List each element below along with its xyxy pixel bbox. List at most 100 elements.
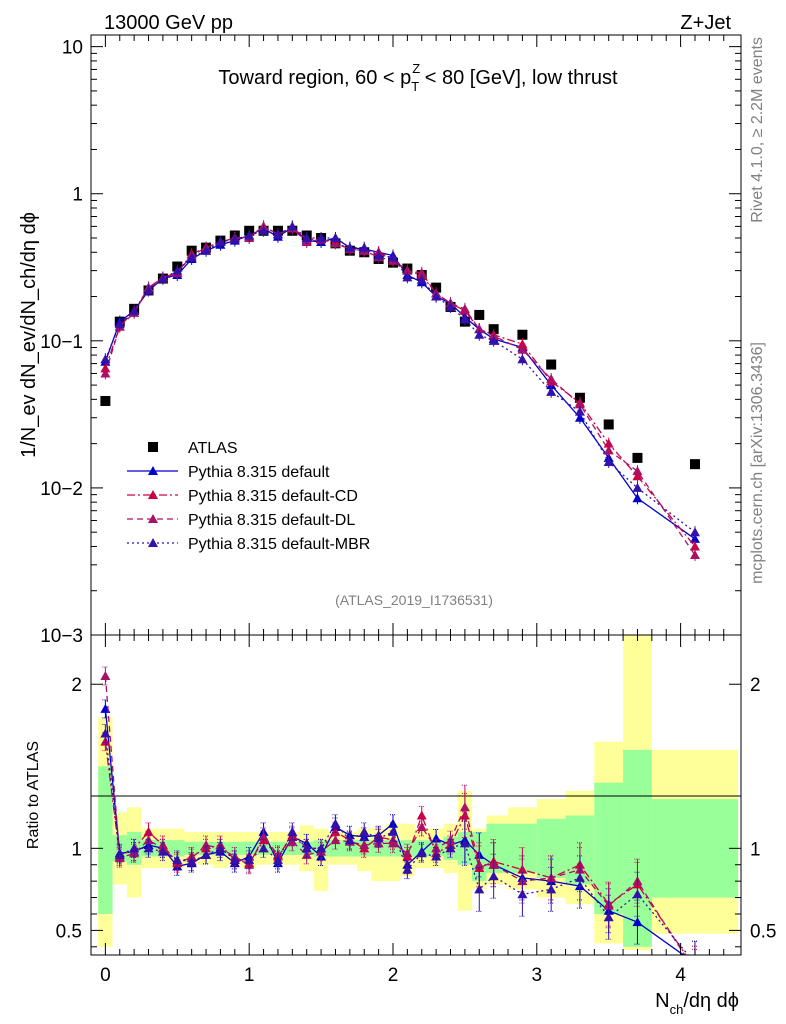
mc-data-point [402, 265, 413, 275]
ratio-data-point [690, 966, 700, 975]
mc-data-point [316, 233, 327, 243]
mc-data-point [416, 274, 427, 284]
ratio-x-tick-label: 3 [532, 965, 543, 986]
mc-data-point [459, 314, 470, 324]
atlas-data-point [546, 359, 557, 370]
mc-data-point [100, 354, 111, 364]
main-y-tick-label: 10 [62, 38, 83, 59]
ratio-data-point [690, 958, 700, 967]
atlas-data-point [632, 452, 643, 463]
legend-label: Pythia 8.315 default [188, 464, 330, 481]
main-series [100, 220, 700, 561]
title-sub: T [411, 79, 419, 94]
legend-marker [148, 514, 158, 523]
ratio-series-line-2 [104, 675, 686, 955]
ratio-data-point [359, 826, 370, 836]
ratio-data-point [387, 838, 398, 848]
ratio-data-point [402, 848, 413, 858]
atlas-data-point [100, 395, 111, 406]
mc-data-point [373, 250, 384, 260]
main-ticks: 10 1 10−1 10−2 10−3 [40, 35, 741, 647]
ratio-data-point [359, 840, 370, 850]
mc-data-point [172, 265, 183, 275]
ratio-data-point [186, 856, 197, 866]
mc-data-point [258, 225, 269, 235]
mc-data-point [215, 236, 226, 246]
ratio-data-point [546, 884, 557, 894]
ratio-data-point [474, 859, 485, 869]
ratio-frame [90, 634, 742, 956]
main-panel: 10 1 10−1 10−2 10−3 Toward region, 60 < pZ T … [18, 34, 742, 647]
title-post: < 80 [GeV], low thrust [419, 67, 618, 89]
legend-marker [148, 490, 158, 499]
mc-data-point [517, 339, 528, 349]
mc-data-point [603, 457, 614, 467]
ratio-data-point [172, 854, 183, 864]
ratio-data-point [258, 831, 269, 841]
atlas-data-point [474, 309, 485, 320]
xlabel-post: /dη dϕ [683, 990, 739, 1012]
ratio-y-tick-label-right: 1 [750, 839, 761, 860]
ratio-data-point [229, 854, 240, 864]
mc-data-point [402, 272, 413, 282]
mc-data-point [632, 466, 643, 476]
mc-data-point [143, 285, 154, 295]
energy-label: 13000 GeV pp [104, 12, 233, 34]
mcplots-label: mcplots.cern.ch [arXiv:1306.3436] [749, 342, 766, 584]
ratio-data-point [474, 884, 485, 894]
ratio-data-point [272, 854, 283, 864]
ratio-data-point [517, 889, 528, 899]
ratio-data-point [129, 843, 140, 853]
ratio-data-point [215, 843, 226, 853]
main-y-tick-label: 10−2 [40, 479, 83, 500]
ratio-data-point [373, 833, 384, 843]
atlas-data-point [517, 329, 528, 340]
mc-data-point [387, 252, 398, 262]
ratio-bands [98, 635, 739, 951]
ratio-data-point [416, 810, 427, 820]
ratio-y-tick-label-right: 0.5 [750, 921, 776, 942]
mc-data-point [517, 354, 528, 364]
ratio-x-tick-label: 2 [388, 965, 399, 986]
ratio-data-point [316, 843, 327, 853]
mc-data-point [301, 233, 312, 243]
process-label: Z+Jet [680, 12, 731, 34]
ratio-data-point [201, 849, 212, 859]
mc-data-point [474, 329, 485, 339]
legend-marker-atlas [148, 442, 158, 452]
ratio-data-point [344, 835, 355, 845]
ratio-data-point [100, 728, 111, 738]
mc-data-point [689, 527, 700, 537]
ratio-series-line-3 [104, 733, 689, 955]
ratio-y-tick-label-right: 2 [750, 675, 761, 696]
mc-data-point [445, 301, 456, 311]
mc-data-point [157, 273, 168, 283]
main-y-tick-label: 10−3 [40, 626, 83, 647]
mc-data-point [517, 344, 528, 354]
mc-data-point [100, 368, 111, 378]
ratio-data-point [301, 843, 312, 853]
stat-band-inner [486, 823, 509, 873]
mc-series-line-4 [104, 225, 696, 533]
title-pre: Toward region, 60 < p [218, 67, 411, 89]
rivet-label: Rivet 4.1.0, ≥ 2.2M events [749, 37, 766, 223]
mc-data-point [546, 386, 557, 396]
ratio-data-point [402, 864, 413, 874]
ratio-data-point [157, 846, 168, 856]
ratio-data-point [416, 822, 427, 831]
legend: ATLAS Pythia 8.315 default Pythia 8.315 de… [127, 440, 370, 553]
ratio-ylabel: Ratio to ATLAS [25, 741, 42, 849]
mc-data-point [689, 549, 700, 559]
ratio-data-point [431, 851, 442, 861]
ratio-panel: 2 2 1 1 0.5 0.5 0 1 2 3 4 Ratio to ATLAS Nch/dη dϕ [25, 634, 776, 1017]
mc-data-point [574, 406, 585, 416]
title-sup: Z [412, 61, 420, 76]
ratio-data-point [574, 872, 585, 882]
main-y-tick-label: 1 [72, 185, 83, 206]
ratio-data-point [690, 963, 700, 972]
mc-series-line-3 [104, 225, 696, 556]
mc-data-point [229, 234, 240, 244]
ratio-x-tick-label: 4 [675, 965, 686, 986]
ratio-data-point [488, 871, 499, 881]
mc-data-point [129, 305, 140, 315]
